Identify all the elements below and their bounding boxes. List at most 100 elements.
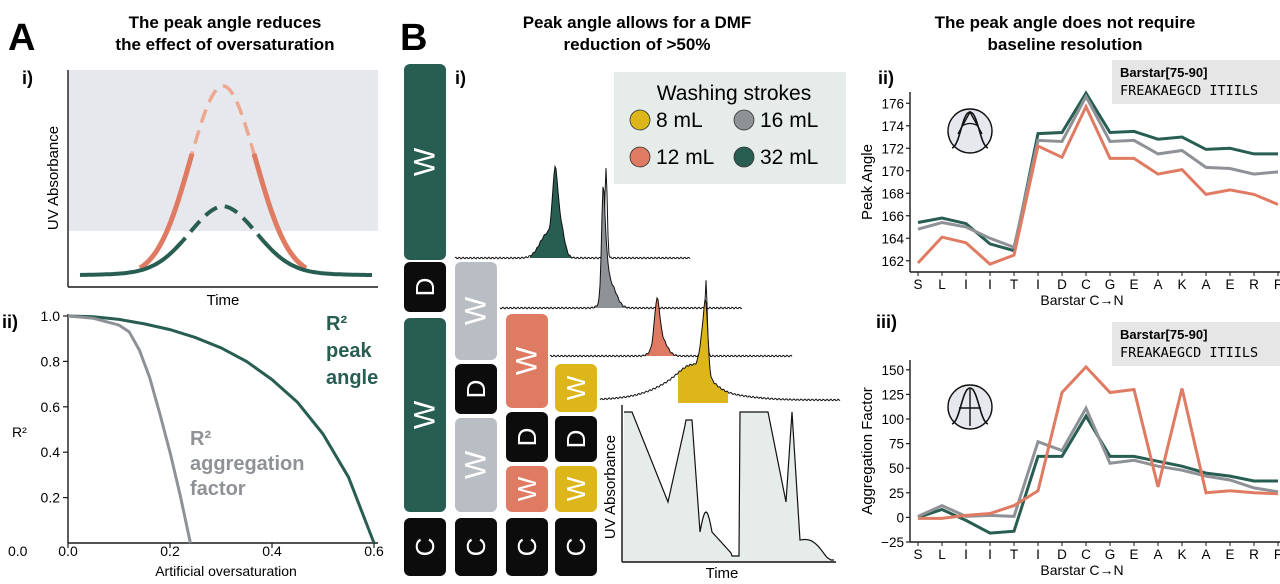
c-ytick-label: 166 — [881, 209, 904, 224]
a-i-flattened-tails — [79, 242, 372, 277]
b-legend-label: 16 mL — [760, 109, 818, 132]
c-xlabel: Barstar C→N — [1040, 292, 1123, 308]
c-xtick-label: T — [1010, 547, 1018, 562]
c-xtick-label: S — [913, 547, 922, 562]
c-xtick-label: D — [1057, 277, 1067, 292]
b-chromatograms — [454, 164, 841, 403]
c-xtick-label: E — [1129, 277, 1138, 292]
a-ii-series-label: factor — [190, 478, 246, 500]
a-ii-series-label: angle — [326, 367, 378, 389]
c-ii-sequence-box: Barstar[75-90] FREAKAEGCD ITIILS — [1112, 60, 1280, 104]
c-ytick-label: 162 — [881, 254, 904, 269]
b-block-W — [404, 318, 446, 512]
c-ytick-label: 150 — [881, 363, 904, 378]
c-ytick-label: 164 — [881, 231, 904, 246]
c-iii-seq-bg — [1112, 322, 1280, 366]
b-block-label: D — [561, 430, 591, 449]
c-xtick-label: I — [1036, 547, 1040, 562]
c-xtick-label: E — [1129, 547, 1138, 562]
c-ii-seq-text: FREAKAEGCD ITIILS — [1120, 83, 1258, 99]
c-ytick-label: 174 — [881, 119, 904, 134]
a-i-saturation-shade — [68, 70, 378, 231]
c-ytick-label: 176 — [881, 96, 904, 111]
c-ii-seq-name: Barstar[75-90] — [1120, 65, 1207, 80]
a-ii-ytick-label: 1.0 — [41, 308, 61, 324]
c-xtick-label: E — [1225, 277, 1234, 292]
c-xtick-label: G — [1105, 277, 1116, 292]
b-legend-label: 32 mL — [760, 146, 818, 169]
c-xtick-label: T — [1010, 277, 1018, 292]
c-ylabel: Peak Angle — [859, 144, 876, 220]
b-block-C — [506, 518, 548, 576]
a-ii-series-label: R² — [190, 428, 211, 450]
c-ytick-label: 125 — [881, 387, 904, 402]
c-xtick-label: A — [1201, 547, 1210, 562]
a-ii-ytick-label: 0.6 — [41, 399, 61, 415]
b-block-label: W — [409, 147, 442, 176]
b-block-label: W — [409, 400, 442, 429]
b-block-D — [455, 364, 497, 414]
b-block-W — [506, 466, 548, 512]
b-trace-fill — [632, 298, 682, 357]
chart-a-i: Time UV Absorbance — [45, 70, 378, 309]
b-inset-xlabel: Time — [706, 565, 739, 579]
panel-c-sub-ii: ii) — [878, 68, 894, 88]
c-iii-seq-text: FREAKAEGCD ITIILS — [1120, 345, 1258, 361]
c-xlabel: Barstar C→N — [1040, 562, 1123, 578]
c-xtick-label: F — [1274, 547, 1280, 562]
c-xtick-label: S — [913, 277, 922, 292]
c-xtick-label: A — [1153, 547, 1162, 562]
b-block-label: D — [410, 278, 440, 297]
chart-a-ii: 0.0 0.2 0.4 0.6 0.2 0.4 0.6 0.8 1.0 0.0 Artificial… — [8, 308, 384, 579]
a-ii-xlabel: Artificial oversaturation — [155, 563, 297, 579]
panel-c-sub-iii: iii) — [876, 312, 897, 332]
a-ii-xtick-label: 0.2 — [160, 543, 180, 559]
a-ii-series-line — [67, 314, 376, 544]
b-block-D — [555, 416, 597, 462]
b-legend-swatch — [629, 146, 651, 168]
b-block-W — [455, 262, 497, 360]
panel-a-title-line2: the effect of oversaturation — [115, 35, 334, 54]
b-block-C — [455, 518, 497, 576]
a-ii-xtick-label: 0.4 — [262, 543, 282, 559]
b-block-W — [555, 364, 597, 412]
a-i-ylabel: UV Absorbance — [45, 126, 62, 230]
c-ytick-label: 168 — [881, 186, 904, 201]
panel-b-sub-i: i) — [455, 68, 466, 88]
a-ii-xtick-label: 0.0 — [58, 543, 78, 559]
c-series-line — [917, 93, 1279, 250]
b-legend-label: 12 mL — [656, 146, 714, 169]
b-block-label: C — [512, 538, 542, 557]
a-i-flattened-peak — [174, 204, 272, 250]
a-ii-ytick-label: 0.2 — [41, 490, 61, 506]
panel-a-title-line1: The peak angle reduces — [129, 13, 322, 32]
b-block-W — [506, 314, 548, 408]
c-ytick-label: 50 — [889, 461, 904, 476]
c-ytick-label: 0 — [896, 510, 904, 525]
b-legend-title: Washing strokes — [657, 82, 811, 105]
b-legend: Washing strokes 8 mL 16 mL 12 mL 32 mL — [614, 72, 846, 184]
a-i-oversaturated-tails — [138, 153, 308, 271]
b-block-label: W — [460, 296, 493, 325]
b-trace-line — [599, 299, 841, 402]
c-series-line — [918, 364, 1279, 520]
c-xtick-label: C — [1081, 547, 1091, 562]
a-i-xlabel: Time — [207, 292, 240, 309]
b-inset-chart: Time UV Absorbance — [602, 405, 836, 582]
c-series-line — [916, 103, 1279, 266]
c-xtick-label: R — [1249, 547, 1259, 562]
c-xtick-label: L — [938, 547, 946, 562]
c-ytick-label: 25 — [889, 486, 904, 501]
c-xtick-label: I — [988, 547, 992, 562]
b-block-label: W — [561, 476, 591, 501]
panel-b-letter: B — [400, 17, 427, 59]
panel-b-title-line1: Peak angle allows for a DMF — [523, 13, 752, 32]
c-iii-sequence-box: Barstar[75-90] FREAKAEGCD ITIILS — [1112, 322, 1280, 366]
panel-a-letter: A — [8, 17, 35, 59]
c-xtick-label: C — [1081, 277, 1091, 292]
c-xtick-label: D — [1057, 547, 1067, 562]
b-block-C — [404, 518, 446, 576]
b-trace-line — [454, 164, 691, 260]
